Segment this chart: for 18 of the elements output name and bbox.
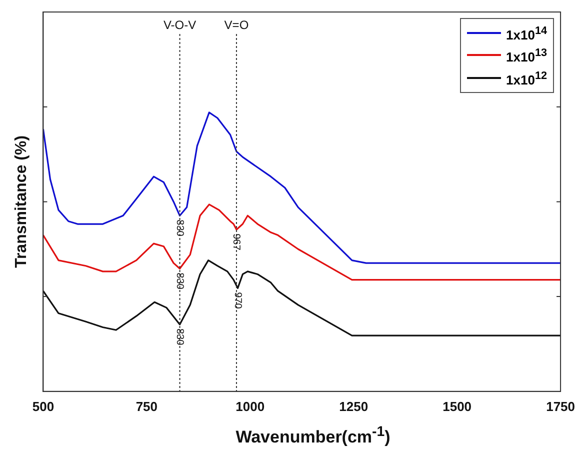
ref-line-label: V-O-V — [163, 18, 196, 32]
x-tick-label: 1500 — [442, 398, 472, 414]
x-tick-label: 1250 — [339, 398, 368, 414]
x-axis-title: Wavenumber(cm$^{-1}$) — [234, 424, 392, 448]
legend-label: 1x10$^{13}$ — [506, 46, 547, 67]
legend-label: 1x10$^{12}$ — [506, 68, 547, 89]
x-tick-label: 750 — [136, 398, 158, 414]
x-tick-label: 1000 — [236, 398, 265, 414]
x-tick-label: 1750 — [546, 398, 575, 414]
x-tick-label: 500 — [32, 398, 54, 414]
y-axis-title: Transmitance (%) — [13, 135, 30, 268]
annotation: 830 — [174, 328, 186, 346]
annotation: 830 — [174, 220, 186, 237]
annotation: 967 — [230, 234, 242, 251]
legend-label: 1x10$^{14}$ — [506, 24, 547, 44]
ref-line-label: V=O — [224, 18, 249, 32]
annotation: 970 — [232, 292, 243, 310]
annotation: 830 — [174, 272, 186, 290]
